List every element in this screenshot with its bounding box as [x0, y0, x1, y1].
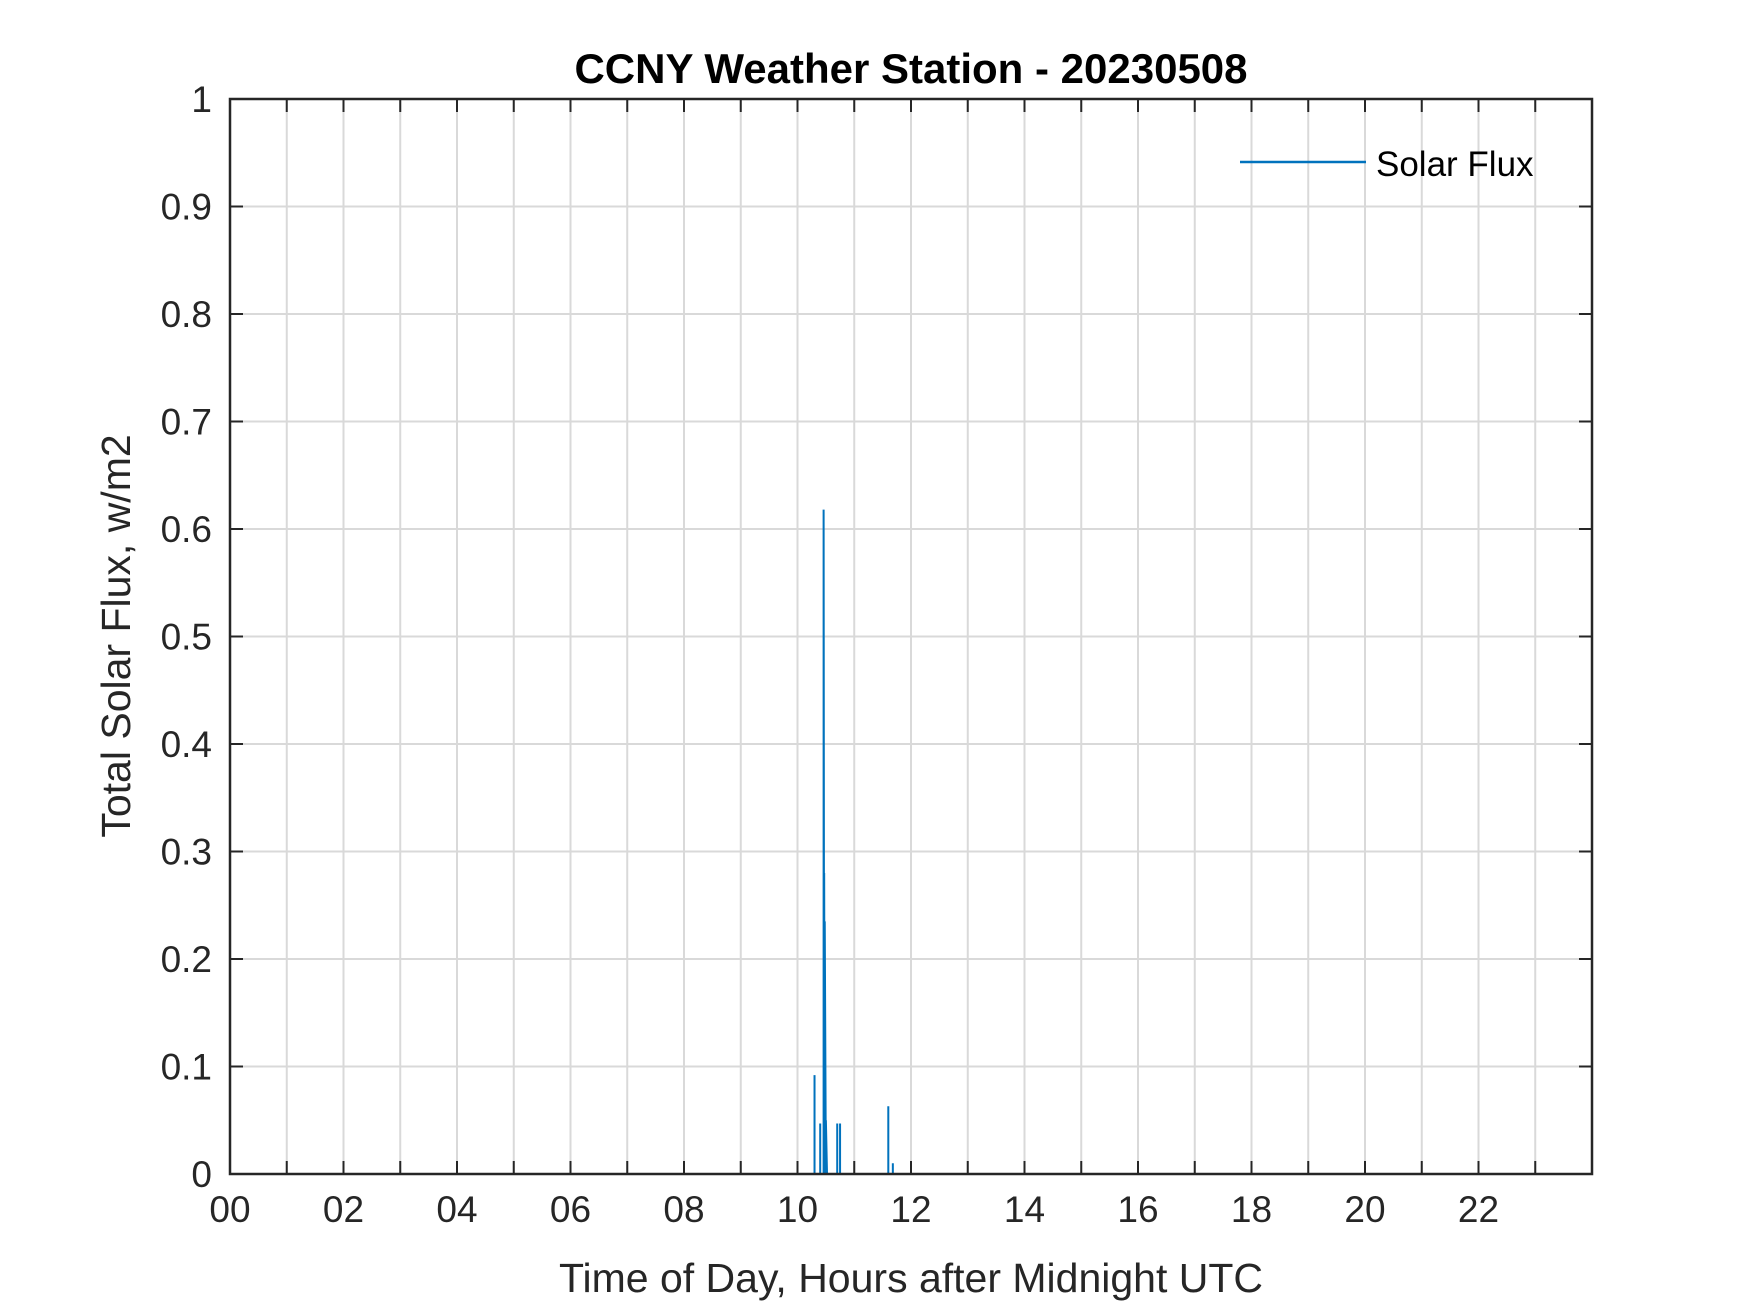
- series-layer: [230, 509, 1592, 1175]
- chart-title: CCNY Weather Station - 20230508: [574, 45, 1247, 92]
- x-tick-label: 22: [1458, 1189, 1499, 1230]
- y-tick-label: 0.8: [161, 294, 212, 335]
- grid-lines: [230, 99, 1592, 1174]
- x-tick-label: 14: [1004, 1189, 1045, 1230]
- x-axis-label: Time of Day, Hours after Midnight UTC: [559, 1255, 1263, 1301]
- y-tick-label: 0.7: [161, 402, 212, 443]
- legend: Solar Flux: [1240, 145, 1534, 184]
- x-tick-label: 06: [550, 1189, 591, 1230]
- x-tick-label: 18: [1231, 1189, 1272, 1230]
- y-tick-label: 0.1: [161, 1047, 212, 1088]
- x-tick-label: 00: [209, 1189, 250, 1230]
- y-tick-label: 0.9: [161, 187, 212, 228]
- x-tick-label: 20: [1344, 1189, 1385, 1230]
- y-tick-label: 0.4: [161, 724, 212, 765]
- y-tick-label: 0: [191, 1154, 212, 1195]
- series-line-solar-flux: [230, 509, 1592, 1175]
- y-tick-label: 0.2: [161, 939, 212, 980]
- y-tick-label: 0.5: [161, 617, 212, 658]
- tick-marks: [229, 98, 1593, 1175]
- x-tick-label: 04: [436, 1189, 477, 1230]
- x-tick-label: 10: [777, 1189, 818, 1230]
- x-tick-label: 02: [323, 1189, 364, 1230]
- x-tick-label: 16: [1117, 1189, 1158, 1230]
- y-tick-label: 0.3: [161, 832, 212, 873]
- x-tick-labels: 00 02 04 06 08 10 12 14 16 18 20 22: [209, 1189, 1499, 1230]
- y-tick-label: 1: [191, 79, 212, 120]
- y-tick-labels: 0 0.1 0.2 0.3 0.4 0.5 0.6 0.7 0.8 0.9 1: [161, 79, 212, 1195]
- y-tick-label: 0.6: [161, 509, 212, 550]
- legend-label-solar-flux: Solar Flux: [1376, 145, 1534, 184]
- y-axis-label: Total Solar Flux, w/m2: [93, 434, 139, 837]
- x-tick-label: 08: [663, 1189, 704, 1230]
- x-tick-label: 12: [890, 1189, 931, 1230]
